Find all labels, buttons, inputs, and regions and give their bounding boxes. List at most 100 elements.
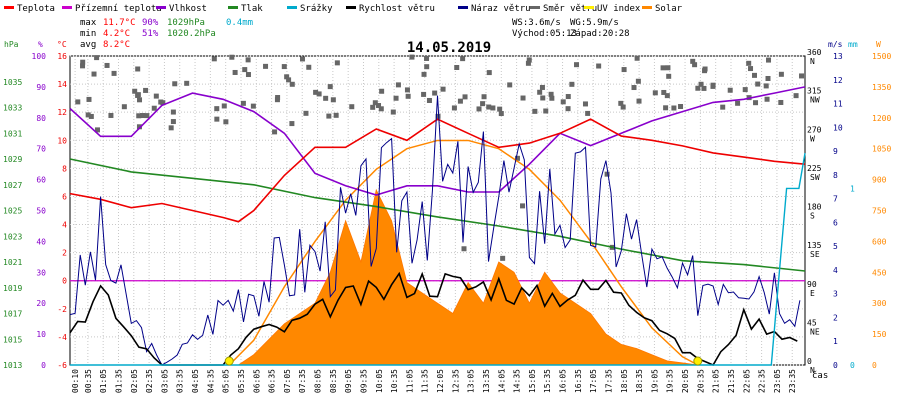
time-tick-label: 06:35 (268, 369, 277, 393)
time-tick-label: 21:35 (727, 369, 736, 393)
stat-max-press: 1029hPa (167, 18, 205, 28)
wind-direction-point (701, 85, 707, 91)
legend-swatch (62, 6, 72, 9)
hpa-tick-label: 1019 (3, 284, 22, 293)
wind-direction-point (565, 94, 571, 100)
humidity-line (69, 86, 806, 196)
wind-direction-point (596, 63, 602, 69)
wind-direction-point (232, 69, 238, 75)
hpa-tick-label: 1021 (3, 258, 22, 267)
wind-direction-point (634, 55, 640, 61)
time-tick-label: 03:05 (160, 369, 169, 393)
compass-label: N (810, 366, 815, 375)
wind-direction-point (692, 62, 698, 68)
wind-direction-point (326, 113, 332, 119)
wind-direction-point (663, 105, 669, 111)
legend-label: Teplota (17, 4, 55, 14)
direction-tick-label: 45 (807, 318, 817, 327)
wind-direction-point (799, 73, 805, 79)
ms-tick-label: 0 (833, 361, 838, 370)
legend-swatch (642, 6, 652, 9)
wind-direction-point (170, 109, 176, 115)
wind-direction-point (421, 71, 427, 77)
solar-area (237, 188, 698, 366)
wind-direction-point (702, 68, 708, 74)
hpa-tick-label: 1023 (3, 232, 22, 241)
legend-label: Náraz větru (471, 4, 531, 14)
wind-direction-point (620, 104, 626, 110)
wind-direction-point (372, 100, 378, 106)
w-tick-label: 600 (872, 237, 887, 246)
stat-avg-temp: 8.2°C (103, 40, 130, 50)
data-lines (69, 86, 806, 367)
compass-label: SW (810, 173, 820, 182)
wind-direction-point (661, 89, 667, 95)
wind-direction-point (316, 91, 322, 97)
wind-direction-point (435, 113, 441, 119)
wind-direction-point (379, 88, 385, 94)
time-tick-label: 19:35 (666, 369, 675, 393)
wind-direction-point (763, 83, 769, 89)
direction-tick-label: 0 (807, 357, 812, 366)
wind-direction-point (635, 78, 641, 84)
time-tick-label: 10:05 (375, 369, 384, 393)
hpa-tick-label: 1027 (3, 181, 22, 190)
degc-tick-label: -6 (57, 361, 67, 370)
wind-direction-point (664, 93, 670, 99)
rain-line (70, 152, 806, 366)
wind-direction-point (91, 71, 97, 77)
ms-tick-label: 4 (833, 266, 838, 275)
wind-direction-point (85, 112, 91, 118)
solar-theoretical-curve (228, 139, 699, 366)
wind-direction-point (678, 104, 684, 110)
stat-min-hum: 51% (142, 29, 159, 39)
direction-tick-label: 270 (807, 125, 822, 134)
legend-label: Směr větru (543, 4, 597, 14)
mm-axis-label: mm (848, 40, 858, 49)
wind-direction-point (746, 60, 752, 66)
wind-direction-point (507, 82, 513, 88)
hpa-tick-label: 1017 (3, 310, 22, 319)
wind-direction-point (421, 91, 427, 97)
time-tick-label: 05:05 (222, 369, 231, 393)
time-tick-label: 20:35 (696, 369, 705, 393)
x-axis-label: čas (812, 370, 828, 381)
w-tick-label: 150 (872, 330, 887, 339)
legend-label: UV index (597, 4, 641, 14)
time-tick-label: 04:05 (191, 369, 200, 393)
ms-tick-label: 2 (833, 313, 838, 322)
pct-tick-label: 60 (36, 176, 46, 185)
wind-direction-point (710, 82, 716, 88)
direction-tick-label: 360 (807, 48, 822, 57)
wind-direction-point (135, 66, 141, 72)
ms-tick-label: 13 (833, 52, 843, 61)
hpa-tick-label: 1013 (3, 361, 22, 370)
uv-index-marker (224, 356, 234, 366)
wind-direction-point (671, 105, 677, 111)
wind-direction-point (742, 87, 748, 93)
wind-direction-point (250, 103, 256, 109)
stat-max-rain: 0.4mm (226, 18, 253, 28)
wind-direction-point (766, 57, 772, 63)
wind-direction-point (390, 109, 396, 115)
wind-direction-point (765, 75, 771, 81)
wind-direction-point (636, 98, 642, 104)
wind-direction-point (525, 60, 531, 66)
wind-direction-point (214, 106, 220, 112)
wind-direction-point (289, 121, 295, 127)
legend-label: Rychlost větru (359, 4, 435, 14)
wind-direction-point (184, 80, 190, 86)
wind-direction-point (755, 81, 761, 87)
time-tick-label: 00:35 (84, 369, 93, 393)
wind-direction-point (137, 97, 143, 103)
wind-direction-point (424, 64, 430, 70)
wind-direction-point (537, 89, 543, 95)
wind-direction-point (748, 66, 754, 72)
wind-direction-point (585, 110, 591, 116)
time-tick-label: 11:35 (421, 369, 430, 393)
wind-direction-point (793, 93, 799, 99)
wind-direction-point (424, 55, 430, 61)
wind-direction-point (245, 72, 251, 78)
wind-direction-point (211, 56, 217, 62)
wind-direction-point (94, 55, 100, 61)
